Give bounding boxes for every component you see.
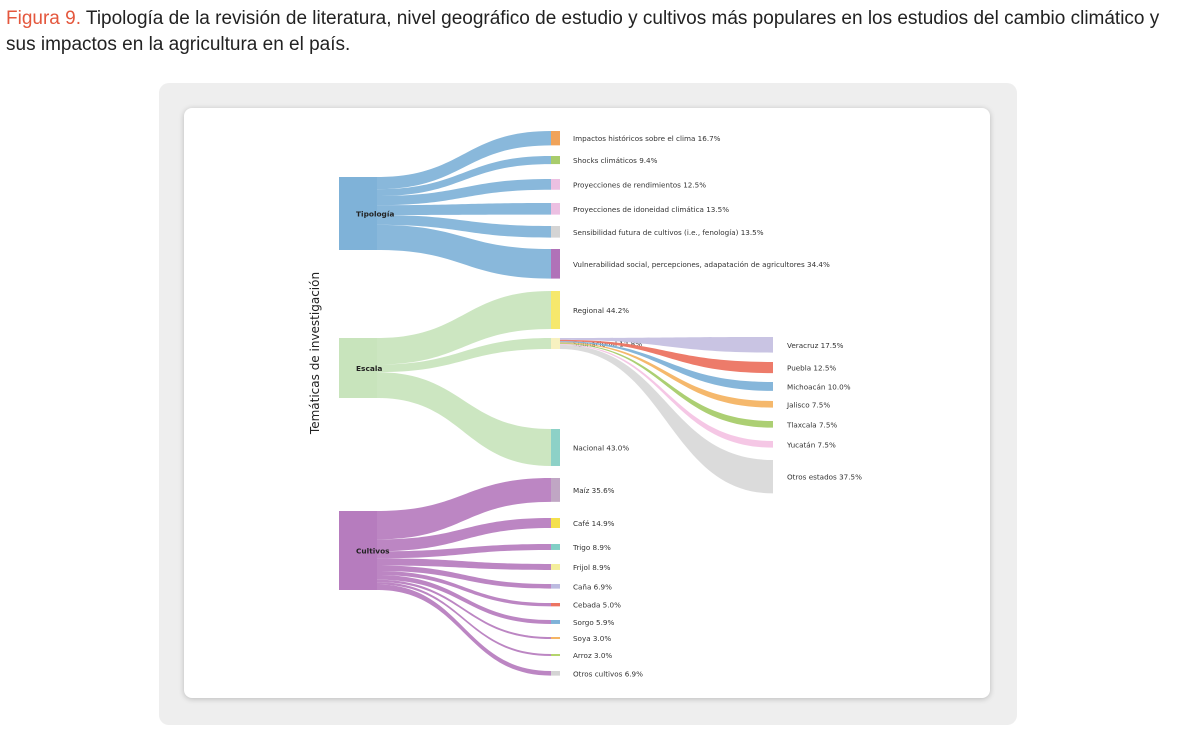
- sankey-target-label: Proyecciones de idoneidad climática 13.5…: [573, 205, 729, 214]
- sankey-target-label: Nacional 43.0%: [573, 443, 629, 452]
- sankey-target-node: [551, 603, 560, 607]
- sankey-link: [560, 341, 773, 391]
- sankey-target-label: Cebada 5.0%: [573, 601, 621, 610]
- figure-label: Figura 9.: [6, 8, 81, 29]
- sankey-link: [377, 558, 551, 570]
- sankey-target-label: Impactos históricos sobre el clima 16.7%: [573, 134, 721, 143]
- sankey-state-label: Otros estados 37.5%: [787, 473, 862, 482]
- sankey-link: [560, 344, 773, 448]
- sankey-target-node: [551, 203, 560, 215]
- sankey-link: [377, 372, 551, 466]
- sankey-target-node: [551, 564, 560, 570]
- sankey-target-label: Caña 6.9%: [573, 582, 612, 591]
- sankey-target-node: [551, 131, 560, 146]
- chart-card: Temáticas de investigación Impactos histó…: [184, 108, 990, 698]
- sankey-source-label: Tipología: [356, 210, 394, 219]
- sankey-link: [377, 338, 551, 373]
- sankey-link: [377, 291, 551, 365]
- sankey-target-node: [551, 671, 560, 676]
- sankey-link: [560, 342, 773, 408]
- sankey-link: [377, 565, 551, 589]
- sankey-link: [377, 224, 551, 279]
- sankey-target-label: Proyecciones de rendimientos 12.5%: [573, 180, 706, 189]
- sankey-target-label: Soya 3.0%: [573, 634, 611, 643]
- sankey-link: [377, 179, 551, 206]
- sankey-state-label: Tlaxcala 7.5%: [786, 420, 837, 429]
- sankey-link: [377, 215, 551, 238]
- sankey-target-node: [551, 637, 560, 640]
- sankey-target-label: Otros cultivos 6.9%: [573, 669, 643, 678]
- sankey-target-node: [551, 338, 560, 350]
- sankey-link: [377, 571, 551, 607]
- sankey-target-node: [551, 654, 560, 657]
- sankey-target-label: Subnacional 12.8%: [573, 340, 642, 349]
- sankey-target-label: Shocks climáticos 9.4%: [573, 156, 658, 165]
- sankey-target-node: [551, 291, 560, 330]
- sankey-source-label: Escala: [356, 364, 382, 373]
- sankey-target-node: [551, 518, 560, 528]
- sankey-link: [377, 574, 551, 624]
- sankey-link: [377, 582, 551, 657]
- sankey-target-node: [551, 620, 560, 624]
- y-axis-title: Temáticas de investigación: [308, 272, 322, 435]
- sankey-state-label: Jalisco 7.5%: [786, 400, 830, 409]
- sankey-link: [560, 339, 773, 374]
- sankey-link: [377, 156, 551, 197]
- sankey-link: [560, 344, 773, 494]
- sankey-source-node: [339, 511, 377, 590]
- sankey-link: [377, 584, 551, 676]
- sankey-target-node: [551, 478, 560, 502]
- sankey-target-label: Maíz 35.6%: [573, 486, 615, 495]
- sankey-target-label: Sorgo 5.9%: [573, 618, 614, 627]
- sankey-link: [377, 544, 551, 559]
- figure-caption-text: Tipología de la revisión de literatura, …: [6, 8, 1160, 55]
- sankey-target-node: [551, 179, 560, 190]
- sankey-state-label: Puebla 12.5%: [787, 364, 836, 373]
- sankey-target-label: Vulnerabilidad social, percepciones, ada…: [573, 260, 830, 269]
- sankey-link: [377, 478, 551, 540]
- sankey-state-label: Michoacán 10.0%: [787, 382, 851, 391]
- sankey-source-node: [339, 338, 377, 398]
- sankey-link: [377, 131, 551, 190]
- sankey-chart: Temáticas de investigación Impactos histó…: [308, 131, 862, 678]
- sankey-state-label: Yucatán 7.5%: [786, 440, 836, 449]
- sankey-source-node: [339, 177, 377, 250]
- sankey-state-label: Veracruz 17.5%: [787, 341, 844, 350]
- sankey-target-label: Trigo 8.9%: [572, 543, 611, 552]
- sankey-target-label: Arroz 3.0%: [573, 651, 612, 660]
- sankey-target-node: [551, 584, 560, 589]
- sankey-target-label: Sensibilidad futura de cultivos (i.e., f…: [573, 228, 764, 237]
- sankey-target-label: Café 14.9%: [573, 519, 615, 528]
- sankey-target-label: Frijol 8.9%: [573, 563, 611, 572]
- figure-caption: Figura 9. Tipología de la revisión de li…: [6, 6, 1174, 58]
- sankey-target-node: [551, 226, 560, 238]
- sankey-source-label: Cultivos: [356, 547, 390, 556]
- sankey-target-node: [551, 429, 560, 466]
- sankey-target-node: [551, 249, 560, 279]
- sankey-target-node: [551, 156, 560, 165]
- sankey-link: [560, 343, 773, 428]
- sankey-target-label: Regional 44.2%: [573, 306, 629, 315]
- sankey-link: [377, 203, 551, 216]
- sankey-link: [377, 518, 551, 552]
- sankey-target-node: [551, 544, 560, 550]
- sankey-link: [377, 579, 551, 640]
- sankey-link: [560, 337, 773, 353]
